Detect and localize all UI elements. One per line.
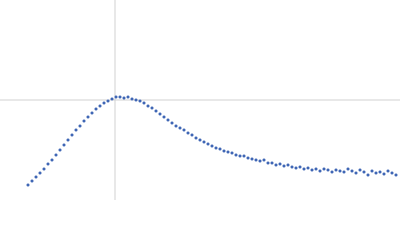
data-point <box>346 167 350 171</box>
data-point <box>262 158 266 162</box>
data-point <box>178 126 182 130</box>
data-point <box>394 173 398 177</box>
data-point <box>34 175 38 179</box>
data-point <box>250 157 254 161</box>
data-point <box>234 153 238 157</box>
data-point <box>94 107 98 111</box>
data-point <box>358 168 362 172</box>
data-point <box>102 101 106 105</box>
data-point <box>122 96 126 100</box>
data-point <box>274 163 278 167</box>
data-point <box>126 95 130 99</box>
data-point <box>162 115 166 119</box>
data-point <box>214 146 218 150</box>
data-point <box>386 169 390 173</box>
data-point <box>166 118 170 122</box>
data-point <box>110 97 114 101</box>
data-point <box>258 159 262 163</box>
data-point <box>170 121 174 125</box>
data-point <box>38 171 42 175</box>
data-point <box>30 179 34 183</box>
data-point <box>202 140 206 144</box>
data-point <box>118 95 122 99</box>
page: {"chart_data": {"type": "scatter", "x": … <box>0 0 400 200</box>
data-point <box>286 163 290 167</box>
data-point <box>90 111 94 115</box>
data-point <box>66 138 70 142</box>
data-point <box>374 171 378 175</box>
data-point <box>26 183 30 187</box>
data-point <box>62 143 66 147</box>
data-point <box>82 119 86 123</box>
data-point <box>194 136 198 140</box>
data-point <box>206 142 210 146</box>
data-point <box>42 167 46 171</box>
data-point <box>226 150 230 154</box>
data-point <box>254 158 258 162</box>
data-point <box>266 161 270 165</box>
data-point <box>282 164 286 168</box>
data-point <box>330 170 334 174</box>
data-point <box>186 131 190 135</box>
data-point <box>338 169 342 173</box>
data-point <box>246 156 250 160</box>
data-point <box>198 138 202 142</box>
data-point <box>294 166 298 170</box>
data-point <box>146 104 150 108</box>
data-point <box>74 128 78 132</box>
data-point <box>334 168 338 172</box>
data-point <box>278 162 282 166</box>
data-point <box>70 133 74 137</box>
data-point <box>210 144 214 148</box>
data-point <box>326 168 330 172</box>
data-point <box>106 99 110 103</box>
data-point <box>54 153 58 157</box>
data-point <box>370 169 374 173</box>
data-point <box>354 171 358 175</box>
data-point <box>290 165 294 169</box>
data-point <box>298 165 302 169</box>
data-point <box>134 98 138 102</box>
data-point <box>242 154 246 158</box>
data-point <box>98 104 102 108</box>
chart <box>0 0 400 200</box>
data-point <box>142 101 146 105</box>
data-point <box>158 112 162 116</box>
data-point <box>306 166 310 170</box>
data-point <box>366 173 370 177</box>
data-point <box>222 149 226 153</box>
data-point <box>154 109 158 113</box>
data-point <box>350 169 354 173</box>
data-point <box>218 147 222 151</box>
data-point <box>174 124 178 128</box>
data-point <box>130 97 134 101</box>
data-point <box>362 170 366 174</box>
data-point <box>50 158 54 162</box>
data-point <box>342 170 346 174</box>
data-point <box>46 162 50 166</box>
data-point <box>190 133 194 137</box>
data-point <box>138 99 142 103</box>
data-point <box>230 151 234 155</box>
data-point <box>302 167 306 171</box>
data-point <box>114 95 118 99</box>
data-point <box>150 106 154 110</box>
data-point <box>378 170 382 174</box>
data-point <box>318 169 322 173</box>
data-point <box>390 171 394 175</box>
data-point <box>382 172 386 176</box>
data-point <box>86 115 90 119</box>
data-point <box>238 154 242 158</box>
data-point <box>270 161 274 165</box>
data-point <box>58 148 62 152</box>
data-point <box>322 167 326 171</box>
data-point <box>182 128 186 132</box>
data-point <box>314 167 318 171</box>
data-point <box>78 124 82 128</box>
data-point <box>310 168 314 172</box>
